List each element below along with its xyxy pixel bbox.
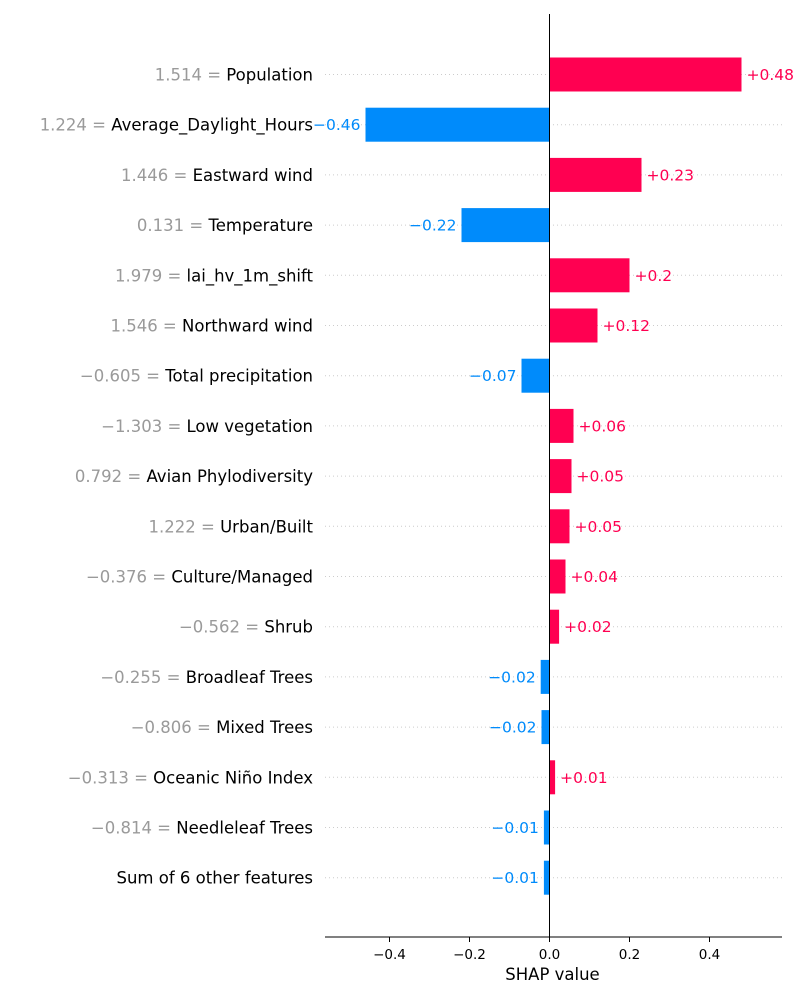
shap-bar bbox=[549, 609, 560, 644]
x-axis: −0.4 −0.2 0.0 0.2 0.4 SHAP value bbox=[325, 936, 782, 984]
feature-name: Eastward wind bbox=[193, 166, 313, 185]
feature-name: Shrub bbox=[264, 618, 313, 637]
feature-label: 0.792 = Avian Phylodiversity bbox=[75, 467, 313, 486]
bar-value-label: +0.12 bbox=[603, 317, 651, 335]
feature-value: −0.605 = bbox=[80, 367, 165, 386]
feature-label: −0.313 = Oceanic Niño Index bbox=[68, 768, 313, 787]
bar-value-label: +0.48 bbox=[747, 66, 795, 84]
shap-bar bbox=[549, 559, 566, 594]
shap-bar bbox=[461, 208, 550, 243]
feature-label: 1.979 = lai_hv_1m_shift bbox=[115, 266, 314, 286]
bar-value-labels: +0.48 −0.46 +0.23 −0.22 +0.2 +0.12 −0.07 +0.06 +… bbox=[313, 66, 794, 887]
feature-name: Sum of 6 other features bbox=[116, 869, 313, 888]
feature-value: 1.979 = bbox=[115, 266, 187, 285]
feature-name: Low vegetation bbox=[187, 417, 313, 436]
feature-name: Total precipitation bbox=[164, 367, 313, 386]
shap-bar bbox=[549, 258, 630, 293]
feature-value: 0.131 = bbox=[137, 216, 209, 235]
x-axis-ticks: −0.4 −0.2 0.0 0.2 0.4 bbox=[373, 937, 720, 963]
bar-value-label: +0.06 bbox=[579, 417, 627, 435]
bar-value-label: −0.01 bbox=[491, 869, 539, 887]
x-axis-title: SHAP value bbox=[505, 965, 599, 984]
feature-name: Average_Daylight_Hours bbox=[111, 116, 313, 136]
feature-label: Sum of 6 other features bbox=[116, 869, 313, 888]
bar-value-label: +0.23 bbox=[647, 166, 695, 184]
bar-value-label: −0.07 bbox=[469, 367, 517, 385]
feature-label: 1.446 = Eastward wind bbox=[121, 166, 313, 185]
feature-label: −0.806 = Mixed Trees bbox=[131, 718, 313, 737]
feature-name: Temperature bbox=[207, 216, 313, 235]
shap-bar bbox=[365, 107, 550, 142]
x-tick-label: −0.2 bbox=[453, 947, 486, 963]
feature-value: 1.224 = bbox=[40, 116, 112, 135]
bar-value-label: +0.04 bbox=[571, 568, 619, 586]
feature-value: 1.514 = bbox=[155, 66, 227, 85]
feature-value: 1.222 = bbox=[149, 517, 221, 536]
feature-name: Northward wind bbox=[182, 317, 313, 336]
feature-name: Oceanic Niño Index bbox=[153, 768, 313, 787]
x-tick-label: 0.0 bbox=[539, 947, 560, 963]
bar-value-label: −0.01 bbox=[491, 819, 539, 837]
shap-bar bbox=[549, 308, 598, 343]
feature-label: −0.376 = Culture/Managed bbox=[86, 568, 313, 587]
feature-value: 1.546 = bbox=[110, 317, 182, 336]
bar-value-label: −0.22 bbox=[409, 217, 457, 235]
feature-name: Culture/Managed bbox=[171, 568, 313, 587]
feature-label: 0.131 = Temperature bbox=[137, 216, 313, 235]
shap-bar bbox=[549, 157, 642, 192]
feature-label: 1.546 = Northward wind bbox=[110, 317, 313, 336]
shap-bar bbox=[549, 57, 742, 92]
feature-label: −1.303 = Low vegetation bbox=[101, 417, 313, 436]
feature-value: 0.792 = bbox=[75, 467, 147, 486]
feature-value: −0.806 = bbox=[131, 718, 216, 737]
shap-bar bbox=[540, 659, 550, 694]
bar-value-label: +0.01 bbox=[560, 769, 608, 787]
feature-label: −0.814 = Needleleaf Trees bbox=[91, 819, 313, 838]
bar-value-label: +0.02 bbox=[564, 618, 612, 636]
feature-label: −0.562 = Shrub bbox=[179, 618, 313, 637]
shap-bar bbox=[549, 509, 570, 544]
feature-label: −0.255 = Broadleaf Trees bbox=[100, 668, 313, 687]
feature-name: lai_hv_1m_shift bbox=[187, 266, 314, 286]
feature-name: Avian Phylodiversity bbox=[146, 467, 313, 486]
bars bbox=[365, 57, 742, 895]
feature-name: Broadleaf Trees bbox=[186, 668, 313, 687]
feature-value: −0.562 = bbox=[179, 618, 264, 637]
shap-bar bbox=[541, 710, 550, 745]
shap-bar bbox=[543, 810, 550, 845]
feature-labels: 1.514 = Population 1.224 = Average_Daylig… bbox=[40, 66, 314, 888]
shap-bar bbox=[543, 860, 550, 895]
feature-value: −0.376 = bbox=[86, 568, 171, 587]
shap-bar bbox=[549, 760, 556, 795]
bar-value-label: +0.05 bbox=[577, 468, 625, 486]
bar-value-label: −0.46 bbox=[313, 116, 361, 134]
feature-label: 1.222 = Urban/Built bbox=[149, 517, 314, 536]
x-tick-label: 0.4 bbox=[699, 947, 720, 963]
feature-name: Urban/Built bbox=[220, 517, 313, 536]
feature-name: Mixed Trees bbox=[216, 718, 313, 737]
feature-label: 1.514 = Population bbox=[155, 66, 313, 85]
feature-value: 1.446 = bbox=[121, 166, 193, 185]
feature-value: −0.255 = bbox=[100, 668, 185, 687]
bar-value-label: −0.02 bbox=[488, 668, 536, 686]
feature-value: −0.814 = bbox=[91, 819, 176, 838]
feature-label: −0.605 = Total precipitation bbox=[80, 367, 313, 386]
feature-value: −1.303 = bbox=[101, 417, 186, 436]
bar-value-label: +0.2 bbox=[635, 267, 673, 285]
feature-name: Population bbox=[226, 66, 313, 85]
feature-label: 1.224 = Average_Daylight_Hours bbox=[40, 116, 313, 136]
x-tick-label: 0.2 bbox=[619, 947, 640, 963]
bar-value-label: −0.02 bbox=[489, 719, 537, 737]
bar-value-label: +0.05 bbox=[575, 518, 623, 536]
shap-bar bbox=[549, 408, 574, 443]
feature-value: −0.313 = bbox=[68, 768, 153, 787]
x-tick-label: −0.4 bbox=[373, 947, 406, 963]
shap-bar bbox=[549, 459, 572, 494]
feature-name: Needleleaf Trees bbox=[176, 819, 313, 838]
shap-bar bbox=[521, 358, 550, 393]
